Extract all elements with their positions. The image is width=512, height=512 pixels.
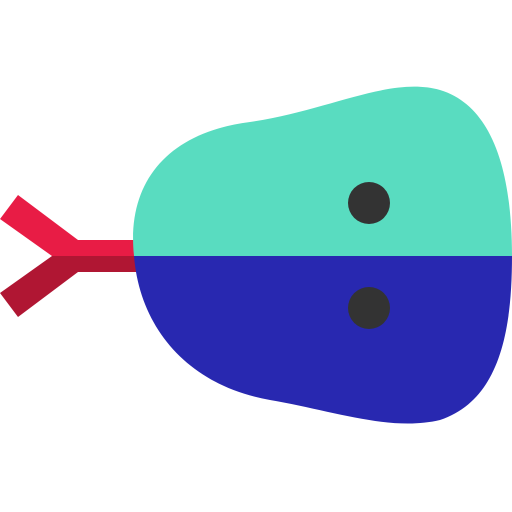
eye-top (348, 182, 390, 224)
handle-stem-bottom (70, 256, 140, 272)
head-bottom-half (134, 256, 512, 424)
eye-bottom (348, 287, 390, 329)
handle-fork-bottom (0, 256, 78, 317)
head-top-half (133, 86, 512, 256)
handle-fork-top (0, 195, 78, 256)
handle-stem-top (70, 240, 140, 256)
